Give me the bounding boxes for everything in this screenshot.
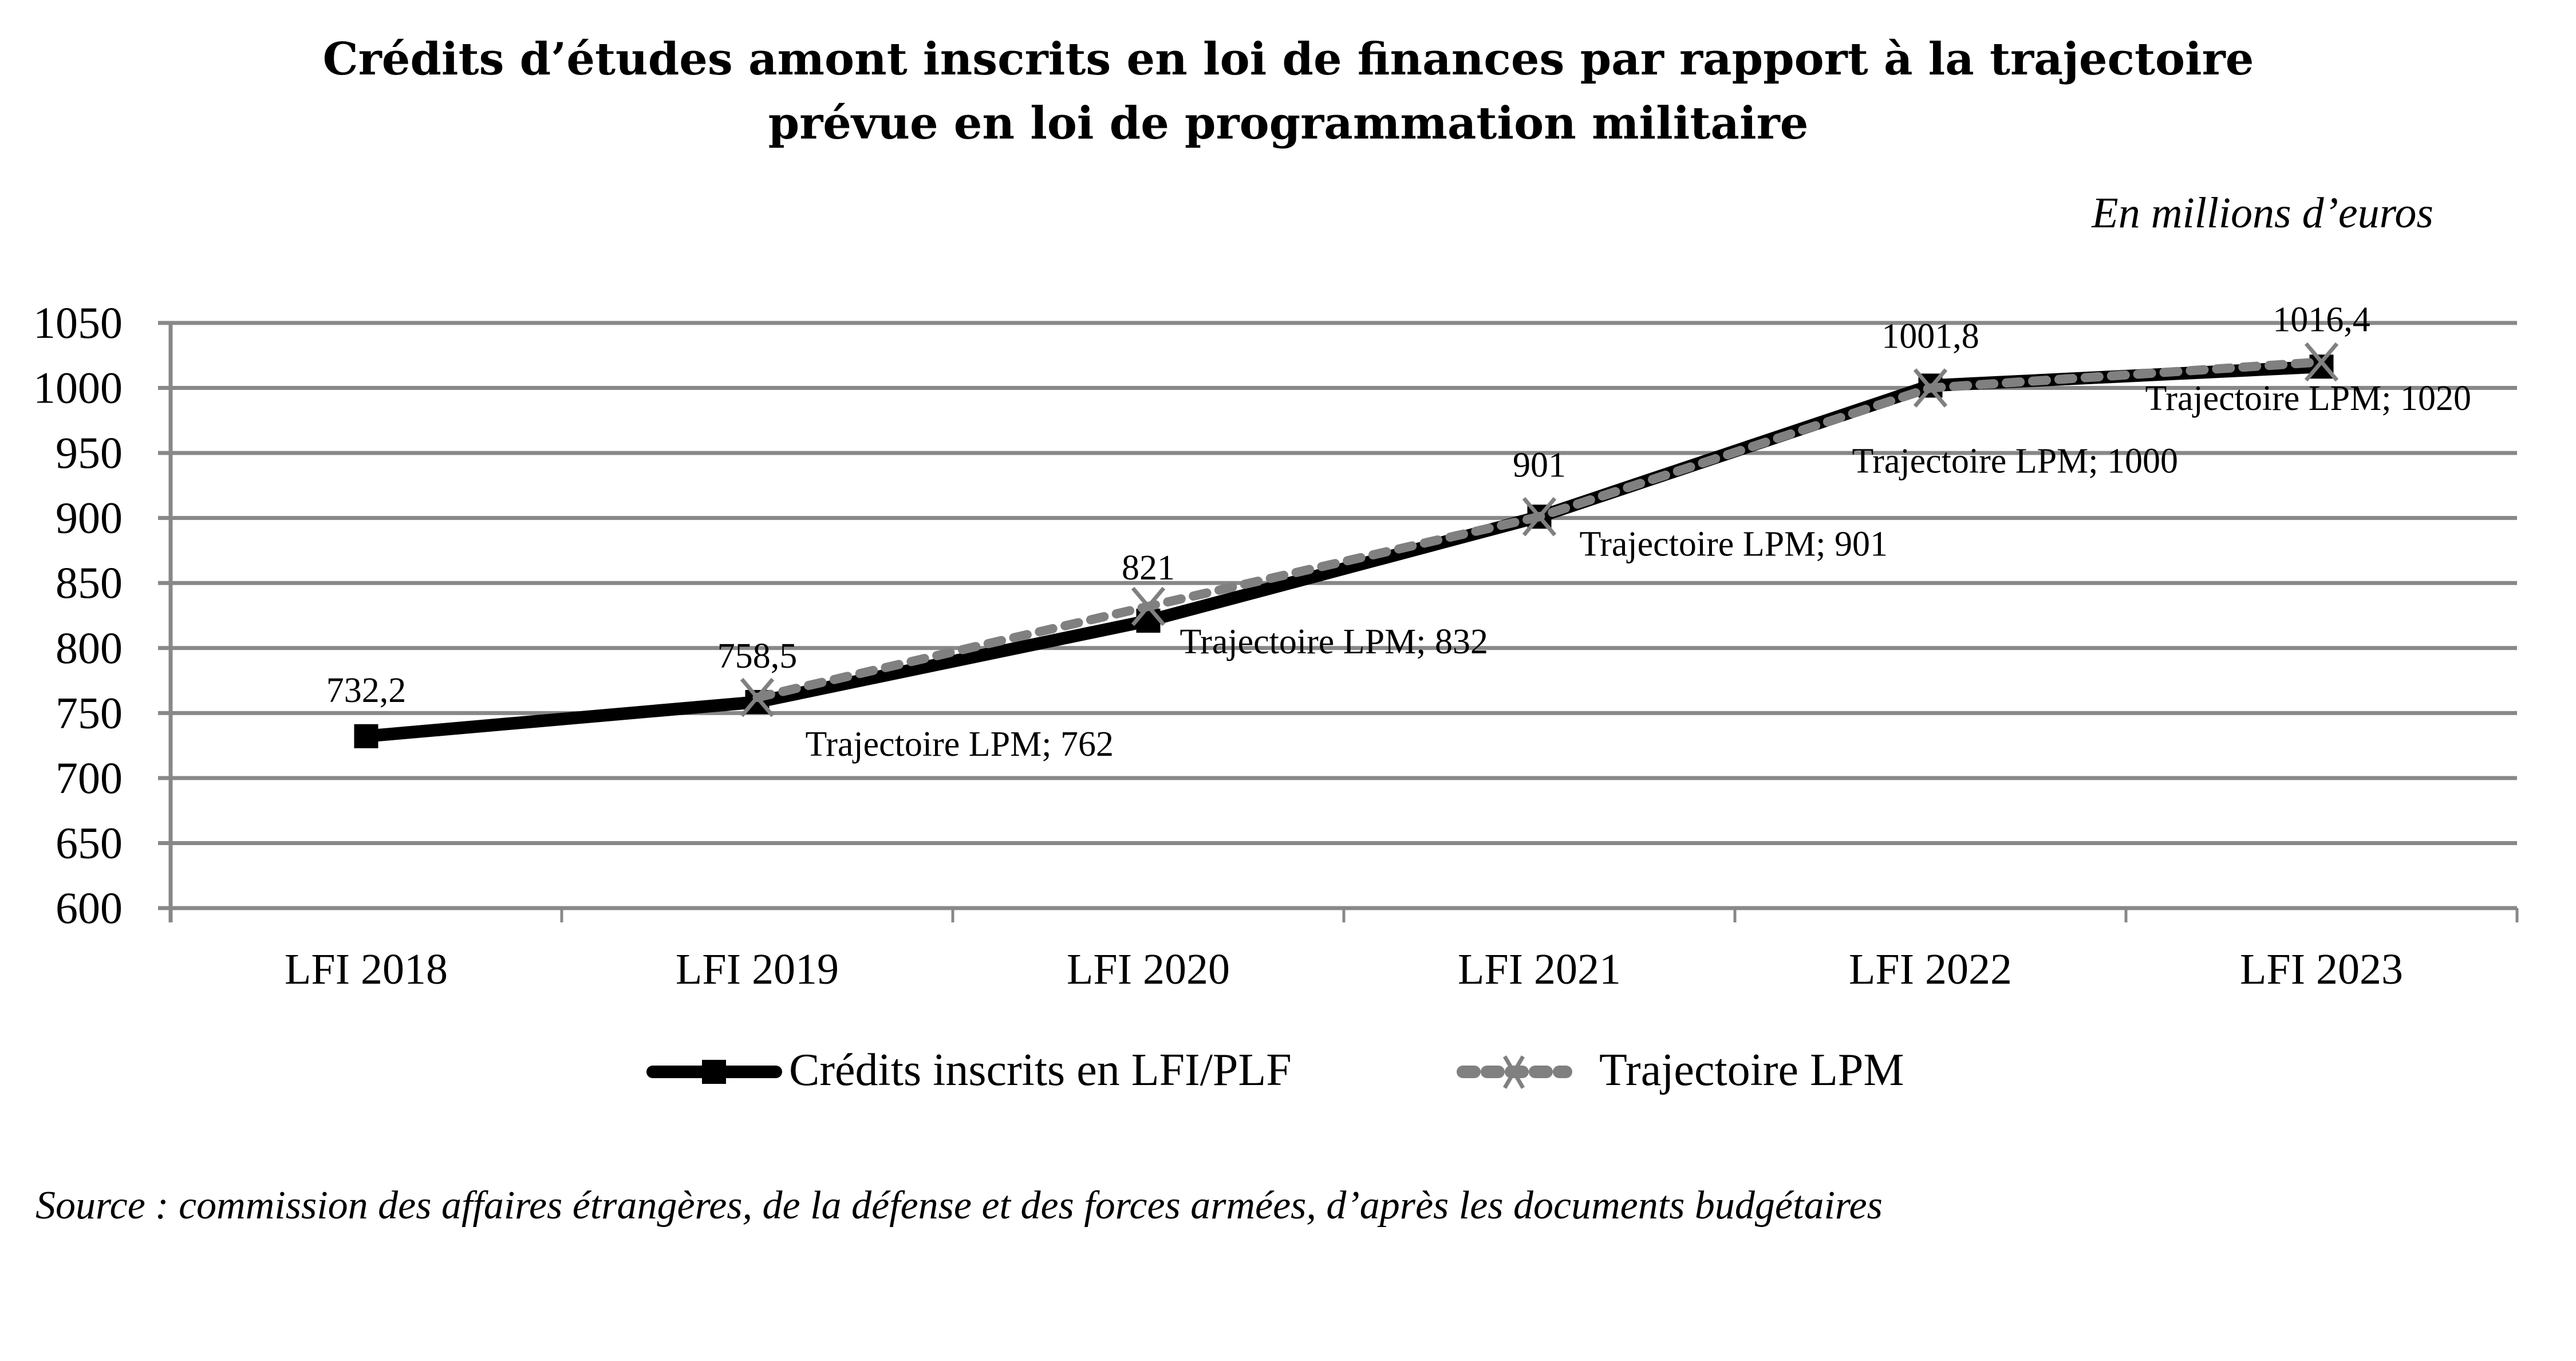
legend-item-trajectoire[interactable]: Trajectoire LPM [1457, 1045, 1904, 1095]
marker-trajectoire [1913, 368, 1948, 408]
series-layer [354, 342, 2339, 748]
y-tick-label: 1050 [33, 298, 123, 348]
marker-trajectoire [1522, 497, 1557, 536]
legend-label-credits: Crédits inscrits en LFI/PLF [789, 1045, 1292, 1095]
data-label-credits: 1016,4 [2273, 300, 2370, 339]
gridlines [158, 321, 2517, 922]
y-tick-label: 700 [56, 753, 123, 803]
y-tick-label: 650 [56, 818, 123, 867]
series-line-credits [365, 360, 2322, 743]
legend: Crédits inscrits en LFI/PLF Trajectoire … [646, 1045, 1904, 1095]
data-label-credits: 732,2 [326, 671, 407, 710]
legend-marker-x [1502, 1055, 1525, 1089]
x-axis: LFI 2018 LFI 2019 LFI 2020 LFI 2021 LFI 2022… [169, 908, 2519, 993]
y-axis-ticks: 600 650 700 750 800 850 900 950 1000 1050 [33, 298, 123, 933]
x-tick-label: LFI 2022 [1849, 945, 2012, 993]
y-tick-label: 900 [56, 493, 123, 543]
x-tick-label: LFI 2023 [2240, 945, 2403, 993]
y-tick-label: 950 [56, 428, 123, 478]
source-note: Source : commission des affaires étrangè… [35, 1184, 1883, 1228]
data-labels: 732,2 758,5 821 901 1001,8 1016,4 Trajectoire … [326, 300, 2471, 764]
marker-trajectoire [740, 677, 775, 717]
y-tick-label: 1000 [33, 363, 123, 413]
data-label-credits: 758,5 [717, 637, 798, 676]
data-label-trajectoire: Trajectoire LPM; 1000 [1852, 442, 2178, 481]
data-label-trajectoire: Trajectoire LPM; 832 [1180, 622, 1488, 661]
data-label-credits: 821 [1122, 549, 1175, 587]
legend-marker-square [702, 1060, 726, 1084]
chart-title-line-2: prévue en loi de programmation militaire [768, 97, 1809, 149]
x-tick-label: LFI 2021 [1458, 945, 1621, 993]
data-label-trajectoire: Trajectoire LPM; 901 [1580, 524, 1888, 563]
legend-item-credits[interactable]: Crédits inscrits en LFI/PLF [646, 1045, 1292, 1095]
marker-credits [2309, 354, 2334, 379]
x-tick-label: LFI 2019 [676, 945, 839, 993]
x-tick-label: LFI 2020 [1067, 945, 1230, 993]
data-label-trajectoire: Trajectoire LPM; 762 [806, 725, 1114, 764]
data-label-credits: 1001,8 [1881, 317, 1979, 356]
y-tick-label: 800 [56, 623, 123, 673]
marker-credits [1136, 609, 1161, 633]
x-tick-label: LFI 2018 [285, 945, 448, 993]
data-label-credits: 901 [1513, 445, 1566, 484]
y-tick-label: 850 [56, 558, 123, 607]
marker-trajectoire [2304, 342, 2339, 382]
unit-note: En millions d’euros [2091, 189, 2433, 237]
data-label-trajectoire: Trajectoire LPM; 1020 [2145, 379, 2471, 418]
marker-credits [354, 724, 378, 748]
y-tick-label: 750 [56, 688, 123, 737]
legend-label-trajectoire: Trajectoire LPM [1599, 1045, 1904, 1095]
chart-title-line-1: Crédits d’études amont inscrits en loi d… [323, 33, 2254, 85]
y-tick-label: 600 [56, 883, 123, 933]
marker-trajectoire [1131, 586, 1166, 626]
